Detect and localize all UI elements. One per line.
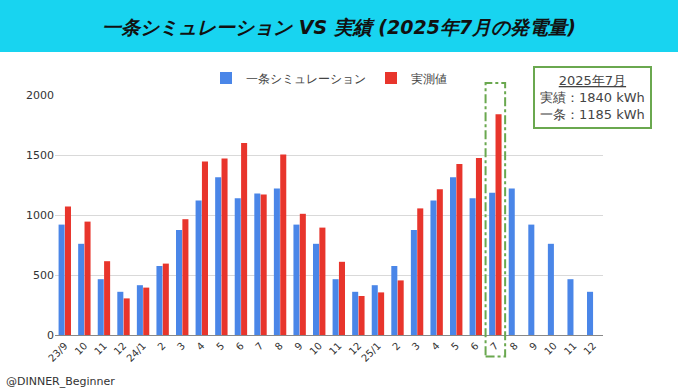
- svg-text:@DINNER_Beginner: @DINNER_Beginner: [6, 375, 115, 388]
- svg-text:10: 10: [307, 340, 324, 357]
- svg-text:23/9: 23/9: [46, 340, 70, 364]
- svg-text:1500: 1500: [26, 149, 54, 162]
- svg-text:4: 4: [429, 340, 441, 352]
- svg-text:10: 10: [73, 340, 90, 357]
- svg-text:7: 7: [488, 340, 500, 352]
- svg-text:25/1: 25/1: [359, 340, 383, 364]
- svg-text:2: 2: [155, 340, 167, 352]
- svg-text:12: 12: [112, 340, 129, 357]
- svg-text:9: 9: [292, 340, 304, 352]
- svg-text:11: 11: [92, 340, 109, 357]
- svg-text:11: 11: [327, 340, 344, 357]
- svg-text:500: 500: [33, 269, 54, 282]
- svg-text:12: 12: [581, 340, 598, 357]
- svg-text:2000: 2000: [26, 89, 54, 102]
- svg-text:11: 11: [562, 340, 579, 357]
- svg-text:7: 7: [253, 340, 265, 352]
- svg-text:8: 8: [273, 340, 285, 352]
- svg-text:9: 9: [527, 340, 539, 352]
- svg-text:6: 6: [234, 340, 246, 352]
- svg-text:3: 3: [175, 340, 187, 352]
- svg-text:4: 4: [194, 340, 206, 352]
- svg-text:10: 10: [542, 340, 559, 357]
- svg-text:2025年7月実績：1840 kWh一条：1185 kWh: 2025年7月実績：1840 kWh一条：1185 kWh: [540, 73, 645, 122]
- svg-text:2: 2: [390, 340, 402, 352]
- svg-text:12: 12: [347, 340, 364, 357]
- svg-text:実測値: 実測値: [411, 72, 447, 86]
- svg-text:一条シミュレーション: 一条シミュレーション: [246, 72, 366, 86]
- svg-text:3: 3: [410, 340, 422, 352]
- svg-text:5: 5: [214, 340, 226, 352]
- svg-text:一条シミュレーション VS 実績 (2025年7月の発電量): 一条シミュレーション VS 実績 (2025年7月の発電量): [102, 16, 576, 38]
- svg-text:6: 6: [468, 340, 480, 352]
- svg-text:8: 8: [508, 340, 520, 352]
- svg-text:1000: 1000: [26, 209, 54, 222]
- svg-text:24/1: 24/1: [124, 340, 148, 364]
- svg-text:5: 5: [449, 340, 461, 352]
- svg-text:0: 0: [47, 329, 54, 342]
